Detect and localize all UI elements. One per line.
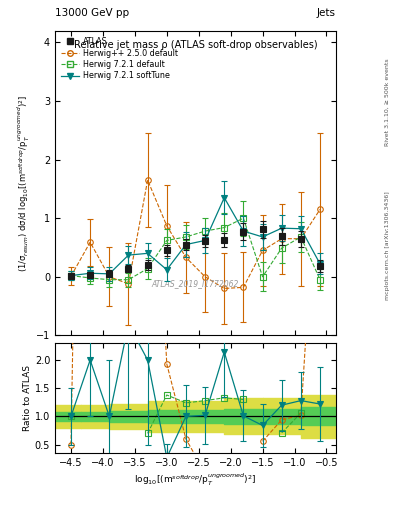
Text: Relative jet mass ρ (ATLAS soft-drop observables): Relative jet mass ρ (ATLAS soft-drop obs… (74, 40, 317, 50)
Text: Rivet 3.1.10, ≥ 500k events: Rivet 3.1.10, ≥ 500k events (385, 58, 389, 146)
Text: mcplots.cern.ch [arXiv:1306.3436]: mcplots.cern.ch [arXiv:1306.3436] (385, 191, 389, 300)
Text: 13000 GeV pp: 13000 GeV pp (55, 8, 129, 18)
Text: Jets: Jets (317, 8, 336, 18)
Y-axis label: Ratio to ATLAS: Ratio to ATLAS (23, 365, 32, 431)
Legend: ATLAS, Herwig++ 2.5.0 default, Herwig 7.2.1 default, Herwig 7.2.1 softTune: ATLAS, Herwig++ 2.5.0 default, Herwig 7.… (59, 35, 181, 83)
Y-axis label: (1/σ$_{resum}$) dσ/d log$_{10}$[(m$^{soft drop}$/p$_T^{ungroomed}$)$^2$]: (1/σ$_{resum}$) dσ/d log$_{10}$[(m$^{sof… (15, 95, 32, 271)
X-axis label: log$_{10}$[(m$^{soft drop}$/p$_T^{ungroomed}$)$^2$]: log$_{10}$[(m$^{soft drop}$/p$_T^{ungroo… (134, 472, 257, 488)
Text: ATLAS_2019_I1772062: ATLAS_2019_I1772062 (152, 279, 239, 288)
